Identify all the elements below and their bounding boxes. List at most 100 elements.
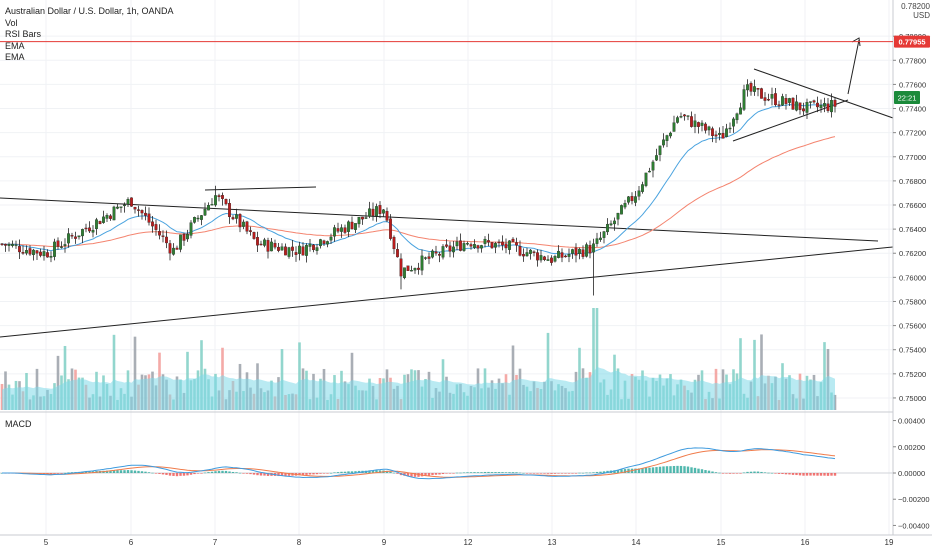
candle-body <box>448 245 452 252</box>
candle-body <box>630 196 634 202</box>
volume-bar <box>56 355 60 410</box>
candle-body <box>585 244 588 257</box>
macd-histogram-bar <box>88 471 91 473</box>
macd-signal-line <box>2 449 836 478</box>
macd-histogram-bar <box>238 472 242 474</box>
candle-body <box>424 257 427 259</box>
macd-histogram-bar <box>466 472 469 473</box>
macd-histogram-bar <box>410 473 413 477</box>
macd-histogram-bar <box>280 473 284 476</box>
symbol-title[interactable]: Australian Dollar / U.S. Dollar, 1h, OAN… <box>5 6 174 16</box>
candle-body <box>172 247 175 255</box>
macd-label[interactable]: MACD <box>5 419 32 429</box>
candle-body <box>35 250 39 254</box>
macd-histogram-bar <box>308 473 312 475</box>
candle-body <box>487 240 490 243</box>
volume-bar <box>546 332 550 410</box>
candle-body <box>812 100 816 103</box>
candle-body <box>655 155 658 161</box>
candle-body <box>438 253 441 256</box>
candle-body <box>546 259 550 261</box>
candle-body <box>182 234 186 241</box>
candle-body <box>196 217 200 220</box>
price-tick-label: 0.75400 <box>899 346 926 355</box>
macd-histogram-bar <box>585 472 588 474</box>
candle-body <box>679 116 683 118</box>
candle-body <box>452 246 455 253</box>
price-tick-label: 0.76800 <box>899 177 926 186</box>
macd-histogram-bar <box>343 471 347 473</box>
candle-body <box>497 241 501 244</box>
candle-body <box>39 251 42 256</box>
candle-body <box>375 206 378 217</box>
macd-histogram-bar <box>161 473 165 475</box>
macd-histogram-bar <box>522 472 525 474</box>
candle-body <box>480 245 483 249</box>
macd-histogram-bar <box>389 471 392 473</box>
macd-histogram-bar <box>266 473 270 476</box>
candle-body <box>77 235 81 238</box>
candle-body <box>238 214 242 228</box>
candle-body <box>28 248 32 255</box>
candle-body <box>340 227 343 232</box>
candle-body <box>49 255 53 258</box>
price-tick-label: 0.77800 <box>899 56 926 65</box>
macd-histogram-bar <box>616 469 620 473</box>
candle-body <box>693 120 697 127</box>
candle-body <box>700 122 704 126</box>
macd-histogram-bar <box>438 473 441 475</box>
macd-histogram-bar <box>354 471 357 473</box>
candle-body <box>11 243 14 246</box>
price-tick-label: 0.77400 <box>899 105 926 114</box>
candle-body <box>378 205 382 214</box>
macd-histogram-bar <box>396 473 399 474</box>
macd-histogram-bar <box>473 472 476 473</box>
macd-histogram-bar <box>235 472 238 473</box>
candle-body <box>550 257 553 263</box>
candle-body <box>354 223 357 230</box>
legend-vol[interactable]: Vol <box>5 17 18 28</box>
candle-body <box>231 217 235 220</box>
candle-body <box>399 258 403 277</box>
macd-histogram-bar <box>536 473 539 474</box>
macd-histogram-bar <box>144 471 147 473</box>
macd-pane <box>0 447 893 480</box>
macd-histogram-bar <box>392 472 396 474</box>
macd-histogram-bar <box>655 467 658 473</box>
candle-body <box>74 236 77 239</box>
macd-histogram-bar <box>298 473 301 476</box>
candle-body <box>88 227 91 232</box>
trendlines <box>0 37 894 338</box>
candle-body <box>578 248 581 254</box>
candle-body <box>781 96 784 106</box>
candle-body <box>658 145 662 155</box>
macd-histogram-bar <box>721 473 725 474</box>
macd-histogram-bar <box>826 473 830 476</box>
macd-histogram-bar <box>784 473 788 475</box>
macd-histogram-bar <box>336 472 340 473</box>
macd-histogram-bar <box>812 473 816 476</box>
volume-bar <box>280 349 284 410</box>
time-tick-label: 14 <box>632 538 641 547</box>
macd-histogram-bar <box>571 473 574 474</box>
macd-histogram-bar <box>511 472 515 473</box>
candle-body <box>739 107 742 115</box>
macd-histogram-bar <box>595 471 599 473</box>
candle-body <box>252 232 256 239</box>
candle-body <box>98 221 102 225</box>
macd-histogram-bar <box>259 473 263 476</box>
legend-ema-1[interactable]: EMA <box>5 40 25 51</box>
candle-body <box>329 236 333 241</box>
candle-body <box>606 223 609 233</box>
macd-histogram-bar <box>214 471 217 473</box>
candle-body <box>669 132 672 137</box>
candle-body <box>434 251 438 254</box>
macd-histogram-bar <box>749 471 753 473</box>
candle-body <box>256 237 259 246</box>
currency-label: 0.78200 USD <box>896 2 930 20</box>
volume-bar <box>298 342 301 410</box>
volume-bar <box>112 334 116 410</box>
legend-ema-2[interactable]: EMA <box>5 52 25 62</box>
legend-rsi-bars[interactable]: RSI Bars <box>5 29 42 39</box>
